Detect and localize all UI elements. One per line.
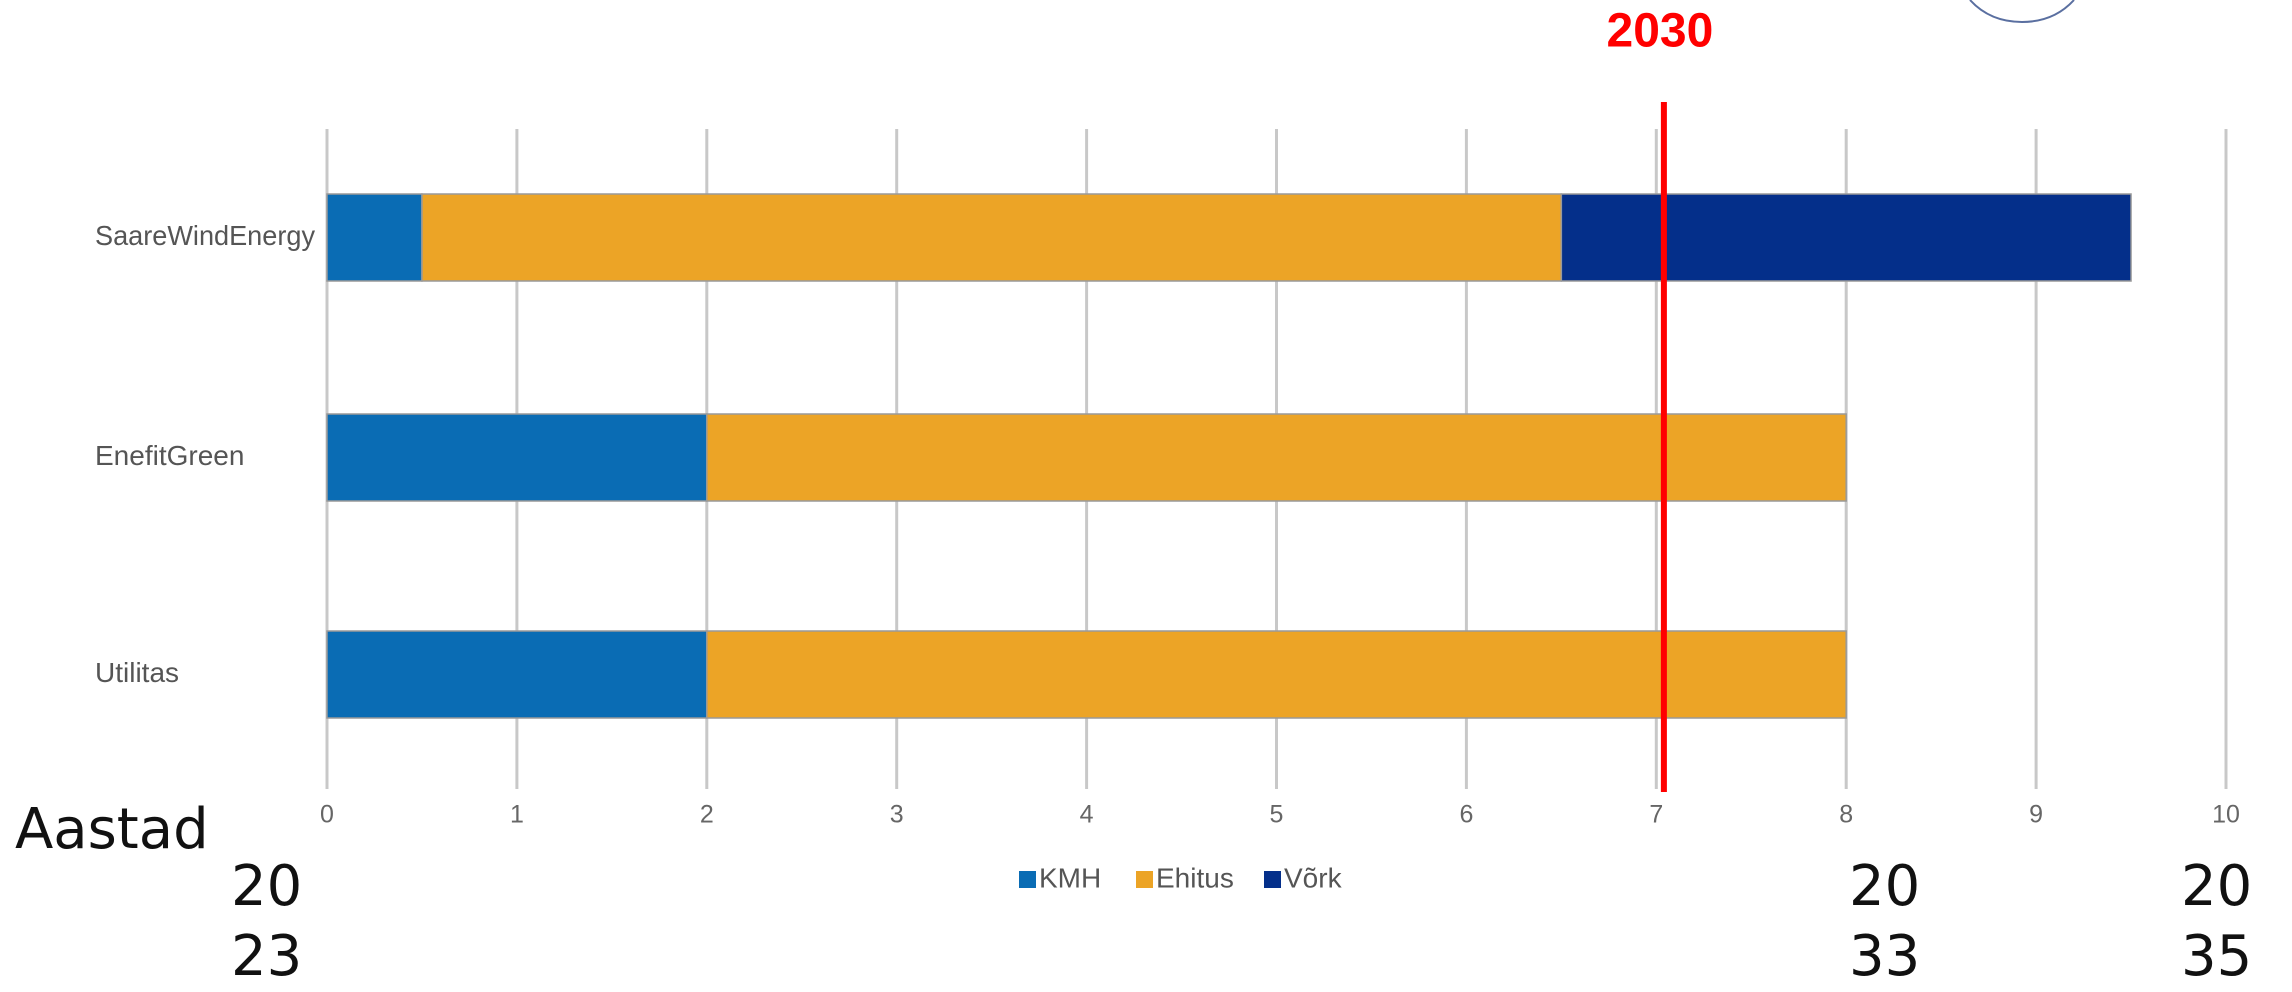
legend-label: KMH	[1039, 862, 1101, 893]
x-tick-label: 10	[2212, 801, 2240, 829]
year-label: 2035	[2181, 854, 2253, 989]
bar-segment	[326, 630, 708, 719]
x-tick-label: 8	[1839, 801, 1853, 829]
legend-label: Võrk	[1284, 862, 1343, 893]
bar-segment	[1560, 193, 2132, 282]
axis-note: Aastad	[15, 797, 209, 862]
x-tick-label: 5	[1270, 801, 1284, 829]
x-tick-label: 7	[1649, 801, 1663, 829]
x-tick-label: 4	[1080, 801, 1094, 829]
bar-segment	[421, 193, 1563, 282]
bar-segment	[706, 630, 1847, 719]
category-label: SaareWindEnergy	[95, 220, 315, 251]
x-tick-label: 6	[1459, 801, 1473, 829]
category-label: EnefitGreen	[95, 440, 244, 471]
legend-swatch	[1019, 871, 1036, 888]
legend-swatch	[1136, 871, 1153, 888]
x-tick-label: 1	[510, 801, 524, 829]
reference-label: 2030	[1607, 5, 1714, 58]
bar-segment	[706, 413, 1847, 502]
x-tick-label: 2	[700, 801, 714, 829]
x-tick-label: 9	[2029, 801, 2043, 829]
x-tick-label: 0	[320, 801, 334, 829]
legend-swatch	[1264, 871, 1281, 888]
bar-segment	[326, 413, 708, 502]
bar-segment	[326, 193, 423, 282]
year-label: 2033	[1849, 854, 1921, 989]
legend-label: Ehitus	[1156, 862, 1234, 893]
decoration	[1969, 0, 2075, 24]
x-tick-label: 3	[890, 801, 904, 829]
category-label: Utilitas	[95, 657, 179, 688]
year-label: 2023	[231, 854, 303, 989]
